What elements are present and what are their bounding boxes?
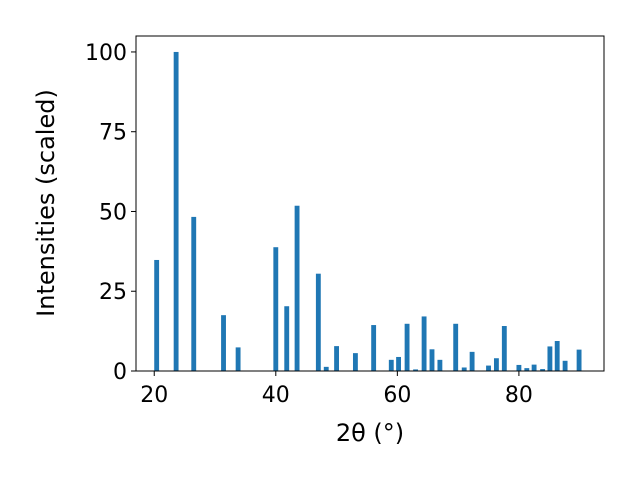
bar <box>284 306 290 371</box>
bar <box>429 349 435 371</box>
bar <box>516 364 522 371</box>
bar <box>323 366 329 371</box>
x-axis: 20 40 60 80 <box>140 371 533 408</box>
bar <box>404 323 410 371</box>
bar <box>493 358 499 371</box>
bar <box>461 367 467 371</box>
bar <box>421 316 427 371</box>
plot-frame <box>135 35 605 372</box>
bar <box>371 325 377 371</box>
bar <box>273 247 279 371</box>
bar <box>453 323 459 371</box>
bars-group <box>154 51 582 371</box>
bar <box>531 364 537 371</box>
bar <box>396 356 401 371</box>
y-tick-label: 75 <box>99 121 127 146</box>
bar <box>352 353 358 371</box>
bar <box>235 347 241 371</box>
bar <box>547 346 553 371</box>
bar <box>315 273 321 371</box>
bar <box>413 369 419 371</box>
bar <box>221 315 226 371</box>
bar <box>388 359 394 371</box>
bar <box>501 326 507 371</box>
bar <box>540 369 546 371</box>
bar <box>437 359 443 371</box>
bar <box>486 365 491 371</box>
bar <box>562 360 568 371</box>
x-tick-label: 20 <box>140 383 168 408</box>
y-axis: 0 25 50 75 100 <box>85 41 136 385</box>
x-tick-label: 60 <box>383 383 411 408</box>
y-tick-label: 25 <box>99 280 127 305</box>
x-axis-label: 2θ (°) <box>336 419 404 447</box>
y-axis-label: Intensities (scaled) <box>32 89 60 317</box>
bar <box>334 346 340 371</box>
x-tick-label: 40 <box>262 383 290 408</box>
y-tick-label: 50 <box>99 200 127 225</box>
bar <box>524 368 530 371</box>
bar <box>294 205 300 371</box>
bar <box>154 259 160 371</box>
bar <box>173 51 179 371</box>
x-tick-label: 80 <box>505 383 533 408</box>
bar <box>554 341 560 371</box>
y-tick-label: 0 <box>113 360 127 385</box>
bar <box>469 351 475 371</box>
bar <box>191 216 197 371</box>
bar <box>576 349 582 371</box>
y-tick-label: 100 <box>85 41 127 66</box>
